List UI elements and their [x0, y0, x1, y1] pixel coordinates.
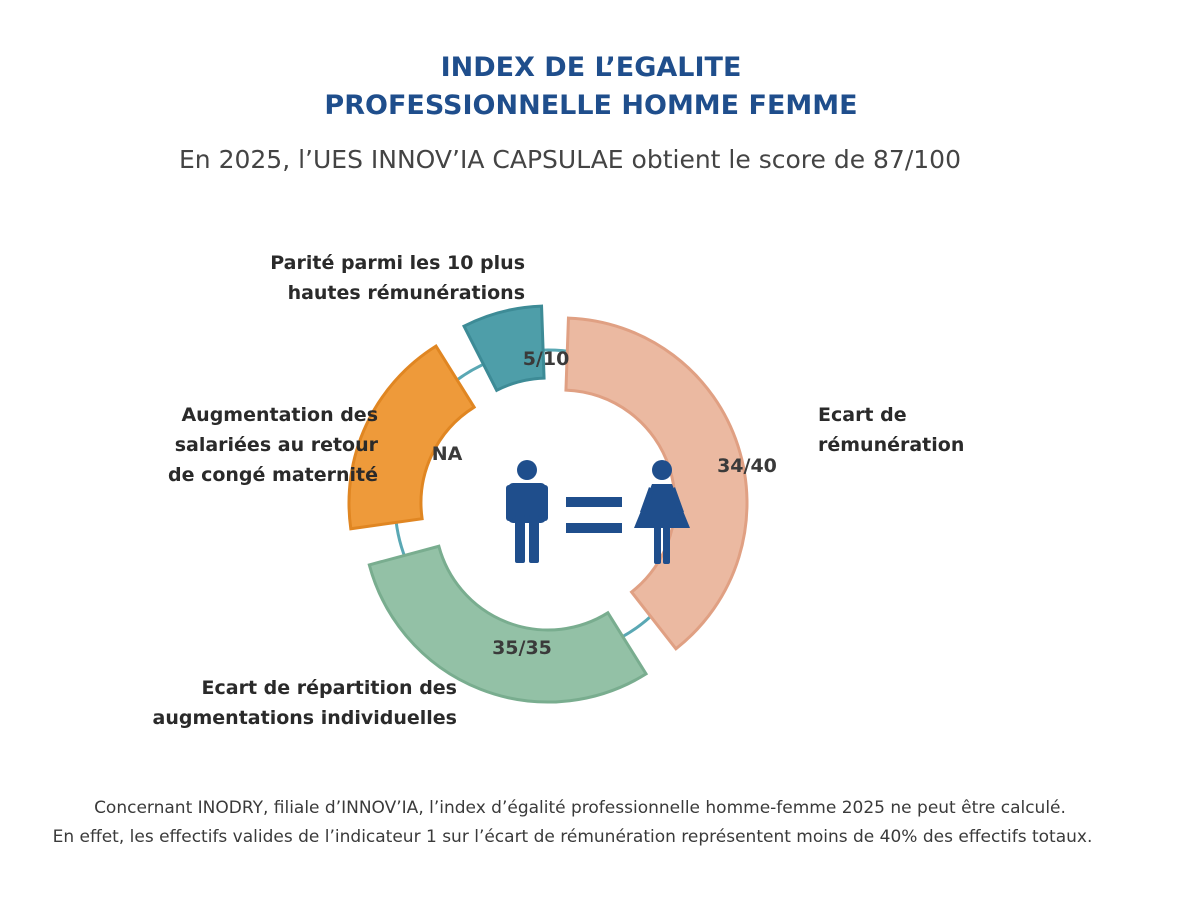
chart-subtitle: En 2025, l’UES INNOV’IA CAPSULAE obtient…: [179, 145, 961, 174]
segment-group-repartition-augmentations: [367, 544, 649, 704]
score-label-ecart-remuneration: 34/40: [717, 455, 777, 477]
donut-segment-ecart-remuneration: [564, 316, 749, 651]
donut-segment-retour-conge-maternite: [347, 344, 477, 531]
footnote-line1: Concernant INODRY, filiale d’INNOV’IA, l…: [94, 798, 1066, 818]
score-label-parite-hautes-remunerations: 5/10: [523, 348, 570, 370]
segment-group-retour-conge-maternite: [347, 344, 477, 531]
segment-group-parite-hautes-remunerations: [461, 304, 546, 393]
chart-title-line1: INDEX DE L’EGALITE: [440, 52, 742, 83]
category-label-line-retour-conge-maternite-1: Augmentation des: [181, 404, 378, 426]
donut-segment-repartition-augmentations: [367, 544, 649, 704]
category-label-line-repartition-augmentations-1: Ecart de répartition des: [202, 677, 457, 699]
score-label-repartition-augmentations: 35/35: [492, 637, 552, 659]
category-label-line-ecart-remuneration-2: rémunération: [818, 434, 964, 456]
man-icon: [506, 460, 548, 563]
category-label-line-parite-hautes-remunerations-2: hautes rémunérations: [288, 282, 525, 304]
equals-sign-icon: [566, 497, 622, 533]
category-label-line-repartition-augmentations-2: augmentations individuelles: [153, 707, 457, 729]
category-label-ecart-remuneration: Ecart de rémunération: [818, 404, 964, 456]
donut-segment-parite-hautes-remunerations: [461, 304, 546, 393]
footnote-line2: En effet, les effectifs valides de l’ind…: [52, 827, 1093, 847]
category-label-repartition-augmentations: Ecart de répartition des augmentations in…: [153, 677, 457, 729]
category-label-line-parite-hautes-remunerations-1: Parité parmi les 10 plus: [270, 252, 525, 274]
chart-title-line2: PROFESSIONNELLE HOMME FEMME: [324, 90, 858, 121]
category-label-retour-conge-maternite: Augmentation des salariées au retour de co…: [168, 404, 379, 486]
man-equals-woman-icon: [506, 460, 690, 564]
segment-group-ecart-remuneration: [564, 316, 749, 651]
woman-icon: [634, 460, 690, 564]
category-label-line-retour-conge-maternite-3: de congé maternité: [168, 464, 378, 486]
category-label-line-ecart-remuneration-1: Ecart de: [818, 404, 907, 426]
category-label-line-retour-conge-maternite-2: salariées au retour: [175, 434, 379, 456]
score-label-retour-conge-maternite: NA: [432, 443, 463, 465]
category-label-parite-hautes-remunerations: Parité parmi les 10 plus hautes rémunérat…: [270, 252, 525, 304]
